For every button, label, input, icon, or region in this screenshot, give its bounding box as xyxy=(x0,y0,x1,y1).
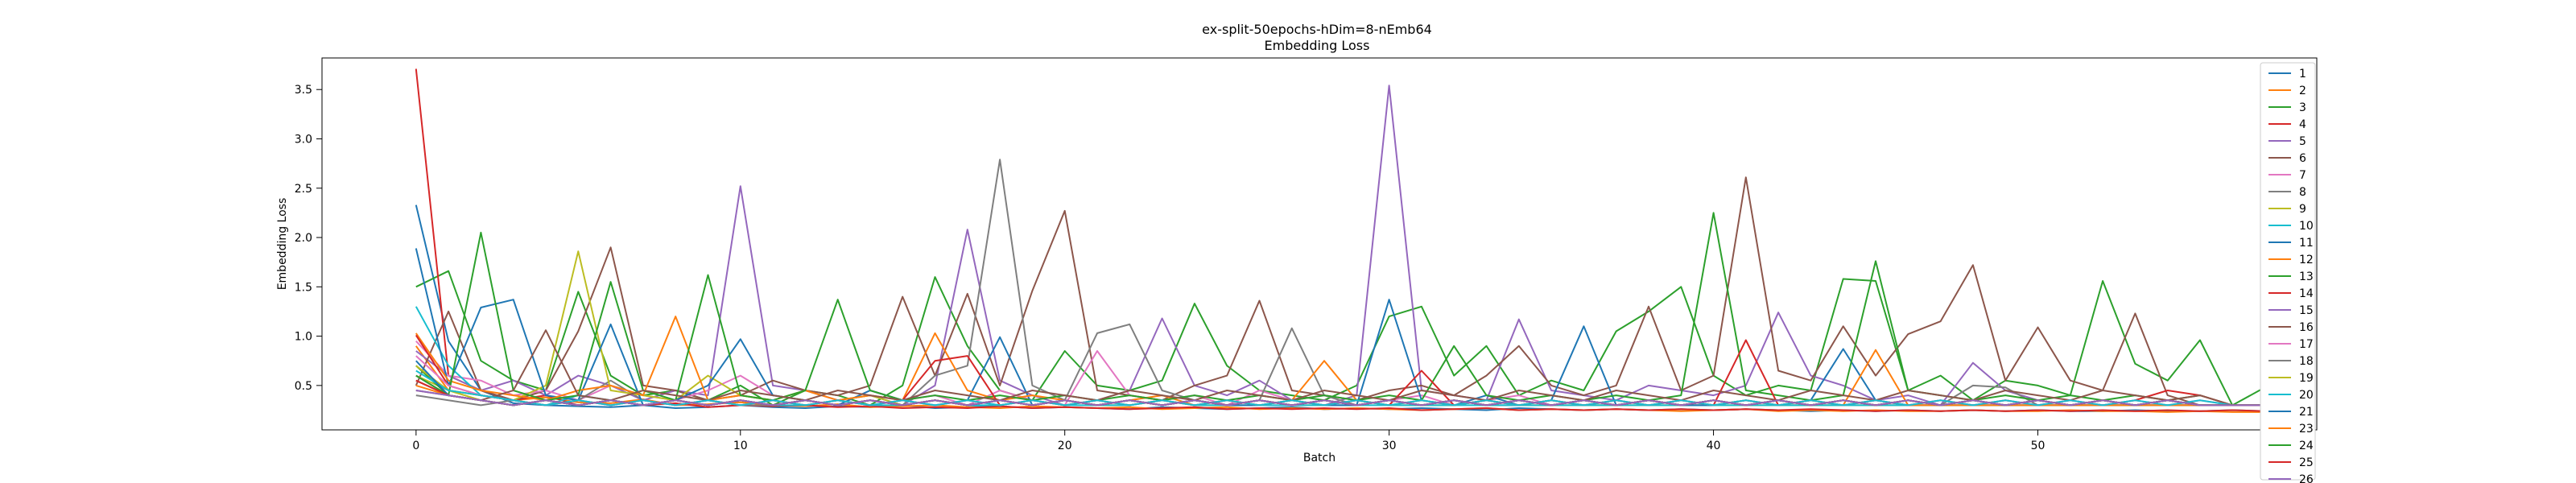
legend-label: 16 xyxy=(2299,321,2314,334)
y-tick-label: 1.5 xyxy=(295,281,312,294)
legend-label: 26 xyxy=(2299,473,2314,483)
x-axis-ticks: 0 10 20 30 40 50 xyxy=(412,430,2045,452)
x-tick-label: 50 xyxy=(2031,440,2046,452)
x-tick-label: 10 xyxy=(733,440,748,452)
legend-label: 1 xyxy=(2299,68,2306,80)
legend-label: 20 xyxy=(2299,389,2314,402)
series-line-4 xyxy=(415,68,2265,412)
chart-subtitle: Embedding Loss xyxy=(1265,38,1370,53)
legend-label: 21 xyxy=(2299,406,2314,419)
x-tick-label: 30 xyxy=(1382,440,1397,452)
legend-label: 8 xyxy=(2299,186,2306,199)
y-axis-ticks: 0.5 1.0 1.5 2.0 2.5 3.0 3.5 xyxy=(295,84,322,393)
legend-label: 9 xyxy=(2299,203,2306,216)
y-tick-label: 0.5 xyxy=(295,380,312,393)
legend-label: 6 xyxy=(2299,152,2306,165)
legend-label: 3 xyxy=(2299,101,2306,114)
legend-label: 4 xyxy=(2299,118,2306,131)
y-tick-label: 2.0 xyxy=(295,232,312,245)
series-lines xyxy=(415,68,2265,413)
x-tick-label: 40 xyxy=(1707,440,1721,452)
y-tick-label: 1.0 xyxy=(295,331,312,344)
legend-label: 5 xyxy=(2299,135,2306,148)
legend-items: 1234567891011121314151617181920212324252… xyxy=(2268,68,2314,483)
plot-frame xyxy=(321,57,2318,431)
legend-label: 12 xyxy=(2299,254,2314,266)
x-tick-label: 0 xyxy=(412,440,419,452)
y-tick-label: 3.0 xyxy=(295,133,312,146)
legend-label: 23 xyxy=(2299,423,2314,436)
series-line-12 xyxy=(415,316,2265,407)
series-line-26 xyxy=(415,390,2265,407)
plot-area: 0 10 20 30 40 50 0.5 1.0 1.5 2.0 2.5 3.0 3.5 xyxy=(295,57,2318,452)
legend-label: 7 xyxy=(2299,169,2306,182)
legend-label: 25 xyxy=(2299,456,2314,469)
x-axis-label: Batch xyxy=(1303,452,1335,464)
series-line-16 xyxy=(415,329,2265,407)
legend-label: 15 xyxy=(2299,304,2314,317)
chart-title: ex-split-50epochs-hDim=8-nEmb64 xyxy=(1202,22,1432,37)
legend-label: 10 xyxy=(2299,220,2314,233)
y-tick-label: 2.5 xyxy=(295,183,312,196)
legend-label: 13 xyxy=(2299,270,2314,283)
x-tick-label: 20 xyxy=(1058,440,1072,452)
legend-label: 14 xyxy=(2299,287,2314,300)
legend-label: 11 xyxy=(2299,237,2314,250)
y-tick-label: 3.5 xyxy=(295,84,312,97)
legend-label: 18 xyxy=(2299,355,2314,368)
legend-label: 19 xyxy=(2299,372,2314,385)
legend-label: 17 xyxy=(2299,338,2314,351)
legend-label: 2 xyxy=(2299,85,2306,97)
legend-label: 24 xyxy=(2299,440,2314,452)
legend: 1234567891011121314151617181920212324252… xyxy=(2260,62,2316,483)
y-axis-label: Embedding Loss xyxy=(276,198,289,291)
